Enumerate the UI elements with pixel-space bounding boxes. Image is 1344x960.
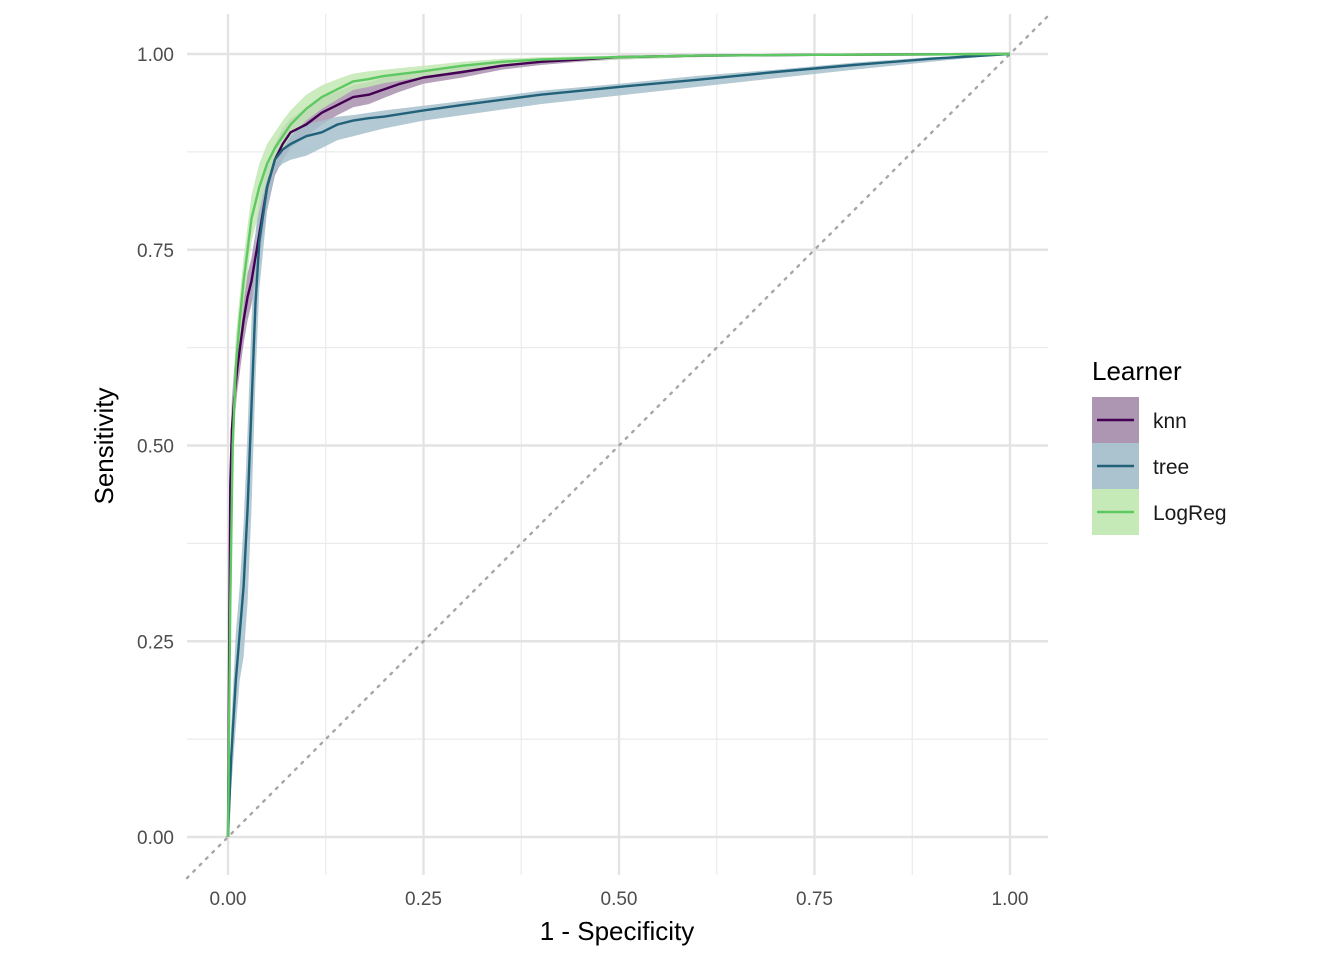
- legend-items: knn tree LogReg: [1092, 397, 1227, 535]
- y-tick-label: 0.00: [137, 828, 174, 849]
- legend-label-tree: tree: [1153, 456, 1189, 479]
- x-axis-title: 1 - Specificity: [540, 916, 695, 946]
- y-tick-label: 1.00: [137, 45, 174, 66]
- legend-label-logreg: LogReg: [1153, 502, 1227, 525]
- x-tick-label: 1.00: [992, 889, 1029, 910]
- band-tree: [228, 54, 1010, 837]
- line-knn: [226, 52, 1011, 838]
- legend-title: Learner: [1092, 356, 1182, 386]
- confidence-bands: [228, 54, 1010, 837]
- y-tick-label: 0.50: [137, 437, 174, 458]
- legend: Learner knn tree LogReg: [1092, 356, 1227, 535]
- y-tick-label: 0.25: [137, 632, 174, 653]
- roc-curves: [226, 52, 1011, 838]
- x-tick-label: 0.00: [210, 889, 247, 910]
- line-logreg: [226, 52, 1011, 838]
- x-tick-label: 0.75: [796, 889, 833, 910]
- x-tick-label: 0.25: [405, 889, 442, 910]
- legend-label-knn: knn: [1153, 410, 1187, 433]
- line-tree: [226, 52, 1011, 838]
- y-axis-title: Sensitivity: [89, 387, 119, 504]
- tick-labels: 0.00 0.25 0.50 0.75 1.00 0.00 0.25 0.50 0.75 1.00: [137, 45, 1028, 910]
- y-tick-label: 0.75: [137, 241, 174, 262]
- x-tick-label: 0.50: [601, 889, 638, 910]
